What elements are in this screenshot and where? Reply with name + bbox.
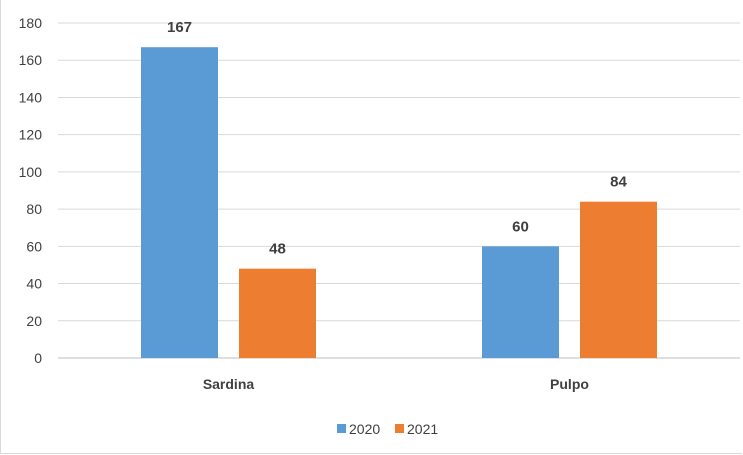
y-tick-label: 160 (19, 52, 43, 68)
y-tick-label: 20 (26, 313, 42, 329)
legend-label: 2021 (407, 421, 438, 437)
bar-sardina-2021 (239, 268, 316, 358)
x-category-label: Pulpo (550, 376, 589, 392)
y-tick-label: 100 (19, 164, 43, 180)
bar-pulpo-2020 (482, 246, 559, 358)
bar-sardina-2020 (141, 47, 218, 358)
y-tick-label: 180 (19, 15, 43, 31)
legend-swatch (395, 424, 404, 433)
y-tick-label: 120 (19, 127, 43, 143)
y-tick-label: 0 (34, 350, 42, 366)
legend-swatch (337, 424, 346, 433)
y-tick-label: 40 (26, 276, 42, 292)
data-label: 167 (167, 19, 192, 36)
y-tick-label: 60 (26, 238, 42, 254)
data-label: 84 (610, 174, 627, 191)
bar-pulpo-2021 (580, 201, 657, 358)
y-tick-label: 80 (26, 201, 42, 217)
y-tick-label: 140 (19, 89, 43, 105)
x-category-label: Sardina (203, 376, 255, 392)
data-label: 60 (512, 218, 529, 235)
legend-label: 2020 (349, 421, 380, 437)
data-label: 48 (269, 241, 286, 258)
